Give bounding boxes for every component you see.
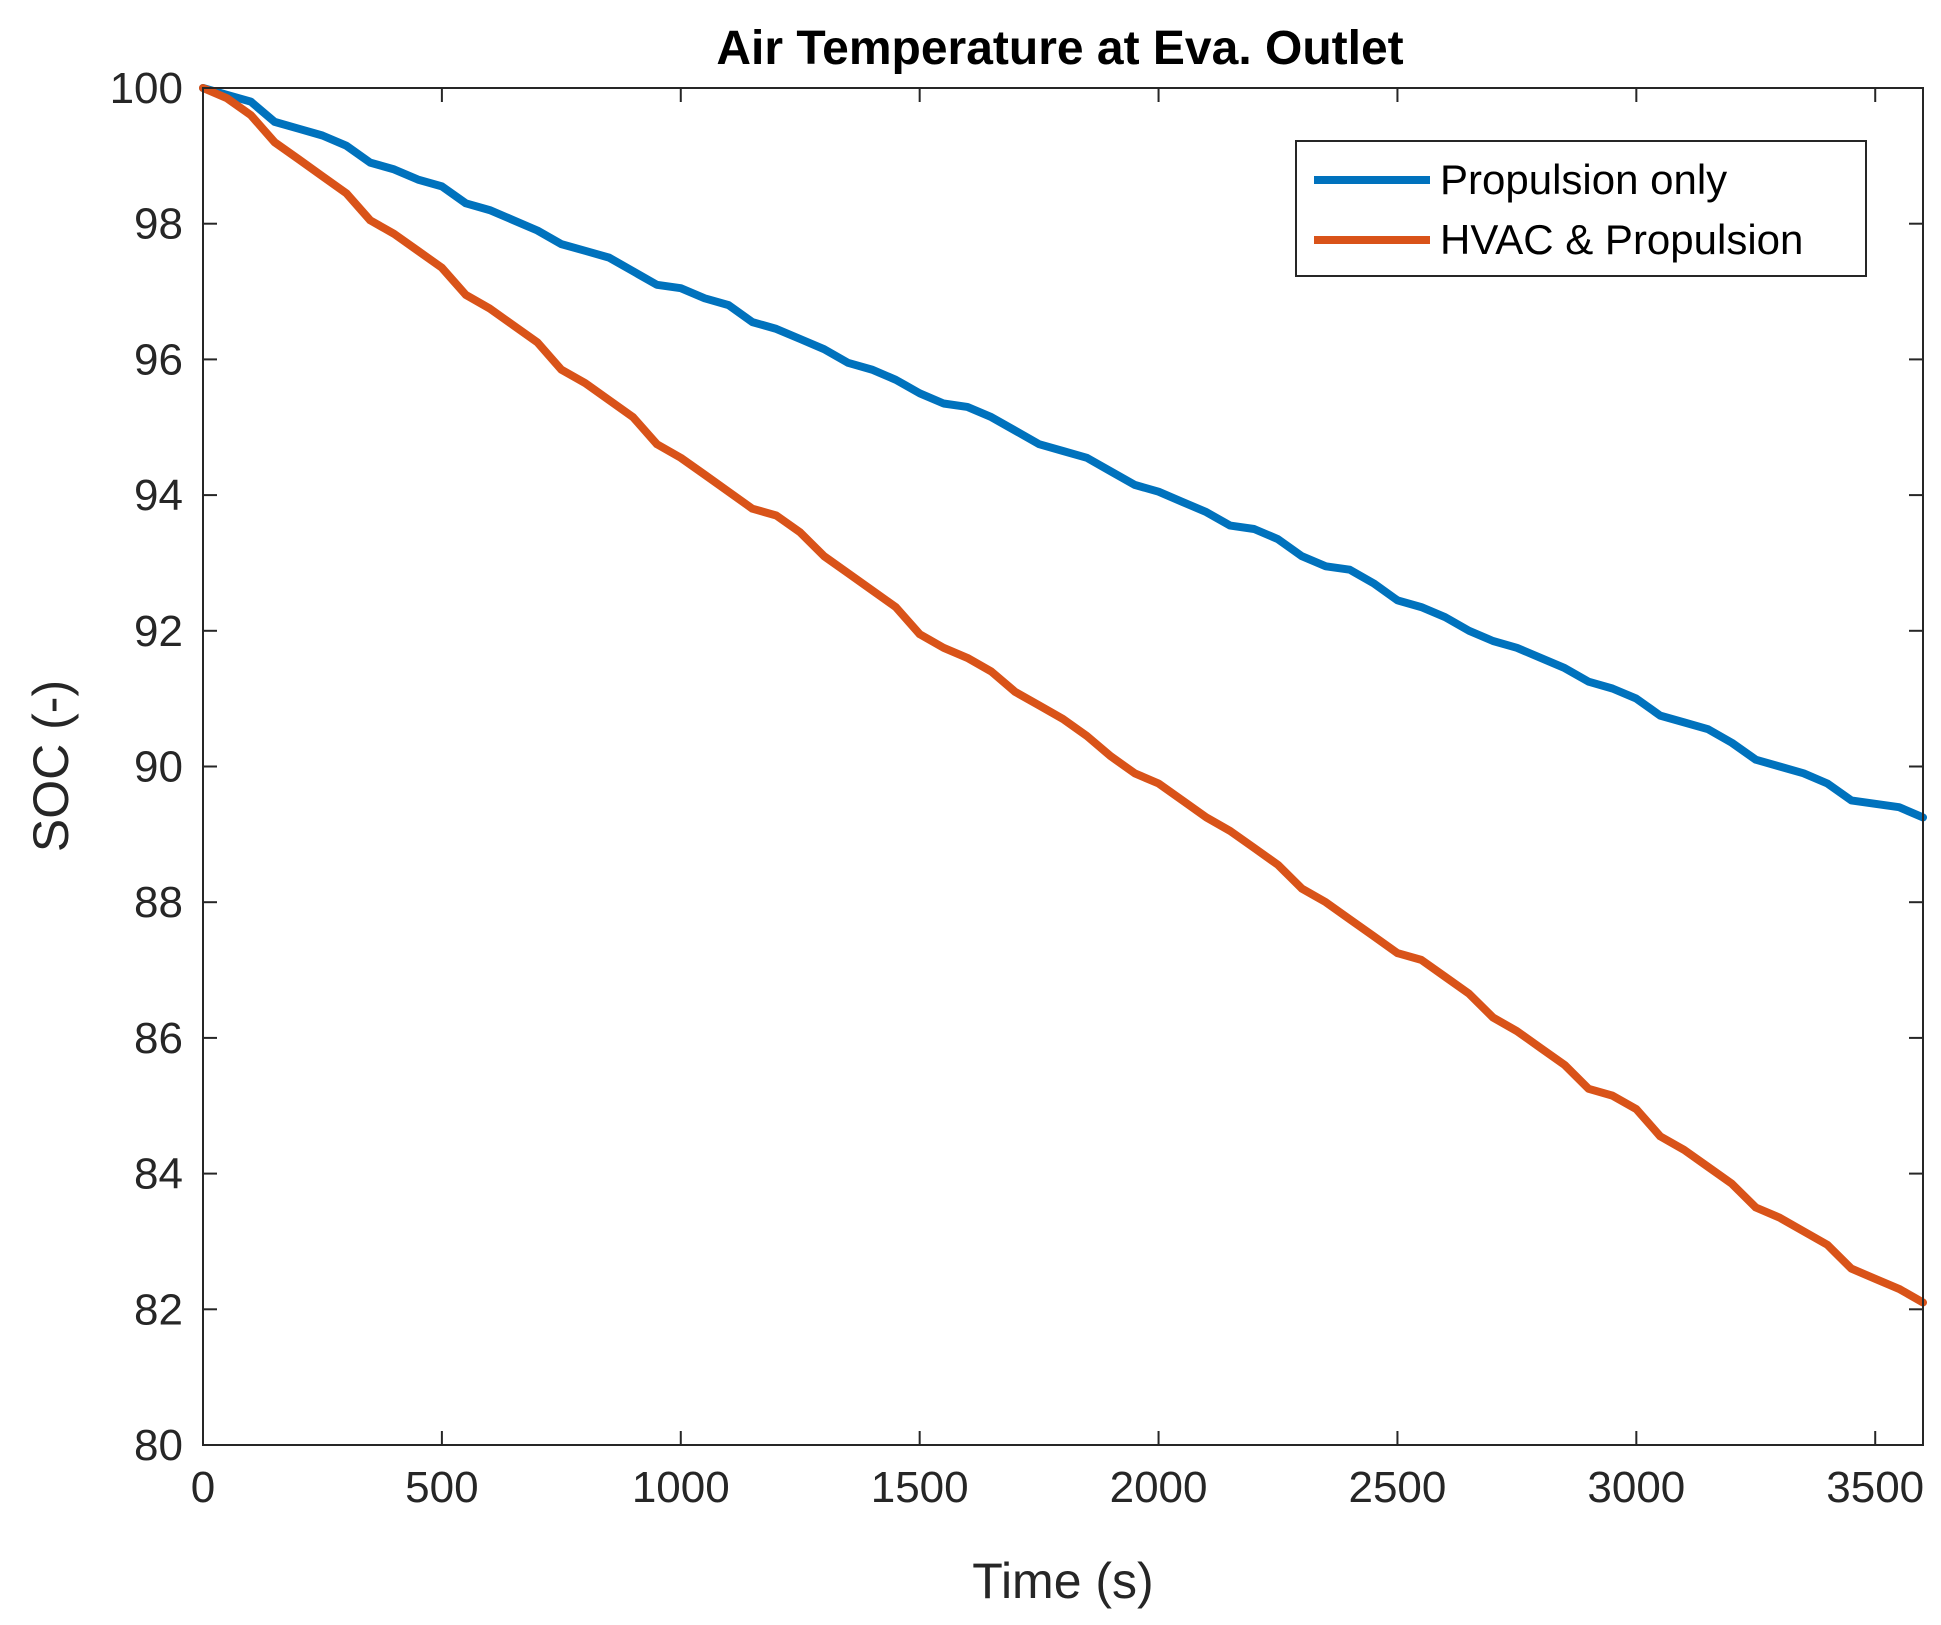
series-line-hvac-propulsion: [199, 84, 1927, 1307]
legend-label-hvac-propulsion: HVAC & Propulsion: [1440, 216, 1803, 263]
plot-area: [203, 88, 1923, 1445]
y-tick-label-94: 94: [134, 471, 183, 520]
y-tick-label-96: 96: [134, 335, 183, 384]
legend: Propulsion only HVAC & Propulsion: [1295, 140, 1867, 277]
x-tick-label-0: 0: [191, 1463, 215, 1512]
y-tick-label-98: 98: [134, 200, 183, 249]
x-tick-label-1500: 1500: [871, 1463, 969, 1512]
series-line-propulsion-only: [199, 84, 1927, 822]
chart-title: Air Temperature at Eva. Outlet: [716, 22, 1403, 75]
ticks-layer: 0 500 1000 1500 2000 2500 3000 3500 80 82 84 86 88 90…: [110, 64, 1925, 1512]
x-tick-label-1000: 1000: [632, 1463, 730, 1512]
y-tick-label-92: 92: [134, 607, 183, 656]
y-tick-label-100: 100: [110, 64, 183, 113]
y-tick-label-88: 88: [134, 878, 183, 927]
x-tick-label-500: 500: [405, 1463, 478, 1512]
y-tick-label-84: 84: [134, 1150, 183, 1199]
x-tick-label-3000: 3000: [1587, 1463, 1685, 1512]
x-tick-label-2000: 2000: [1110, 1463, 1208, 1512]
y-axis-label: SOC (-): [23, 680, 79, 852]
y-tick-label-80: 80: [134, 1421, 183, 1470]
legend-box: [1295, 140, 1867, 277]
y-tick-label-82: 82: [134, 1285, 183, 1334]
y-tick-label-86: 86: [134, 1014, 183, 1063]
x-tick-label-2500: 2500: [1348, 1463, 1446, 1512]
legend-label-propulsion-only: Propulsion only: [1440, 156, 1727, 203]
x-tick-label-3500: 3500: [1826, 1463, 1924, 1512]
y-tick-label-90: 90: [134, 743, 183, 792]
x-axis-label: Time (s): [972, 1553, 1153, 1609]
series-layer: [199, 84, 1927, 1307]
